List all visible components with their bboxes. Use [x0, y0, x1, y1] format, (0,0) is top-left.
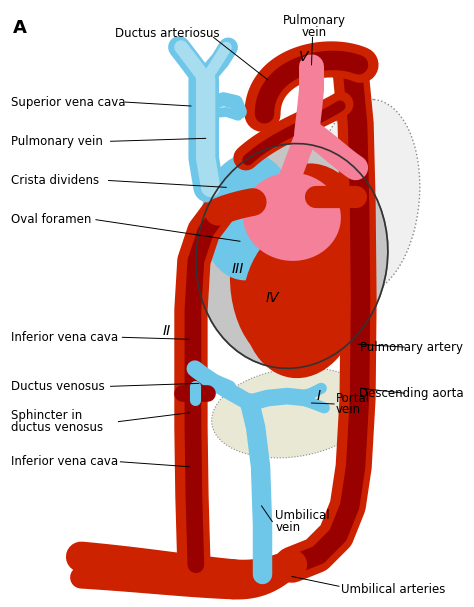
Ellipse shape [311, 100, 420, 295]
Ellipse shape [230, 163, 374, 368]
Ellipse shape [211, 368, 372, 458]
Text: Pulmonary: Pulmonary [283, 14, 346, 27]
Text: Sphincter in: Sphincter in [10, 409, 82, 422]
Text: Descending aorta: Descending aorta [359, 387, 464, 399]
Text: Ductus arteriosus: Ductus arteriosus [115, 27, 220, 40]
Text: Umbilical: Umbilical [275, 509, 330, 522]
Ellipse shape [243, 172, 341, 261]
Text: Pulmonary vein: Pulmonary vein [10, 135, 102, 148]
Ellipse shape [243, 222, 361, 378]
Text: ductus venosus: ductus venosus [10, 421, 103, 434]
Text: Pulmonary artery: Pulmonary artery [360, 341, 464, 354]
Text: IV: IV [265, 291, 279, 305]
Text: Crista dividens: Crista dividens [10, 174, 99, 187]
Text: vein: vein [336, 403, 361, 416]
Text: Oval foramen: Oval foramen [10, 213, 91, 226]
Text: vein: vein [275, 521, 301, 534]
Text: Inferior vena cava: Inferior vena cava [10, 455, 118, 468]
Text: Ductus venosus: Ductus venosus [10, 380, 104, 393]
Text: Portal: Portal [336, 392, 370, 405]
Text: A: A [13, 19, 27, 36]
Text: vein: vein [302, 26, 327, 39]
Text: II: II [163, 324, 171, 339]
Ellipse shape [201, 153, 294, 280]
Ellipse shape [196, 143, 388, 368]
Text: Umbilical arteries: Umbilical arteries [341, 583, 445, 595]
Text: Inferior vena cava: Inferior vena cava [10, 331, 118, 344]
Text: Superior vena cava: Superior vena cava [10, 95, 125, 109]
Text: I: I [317, 389, 320, 403]
Text: V: V [299, 50, 308, 64]
Text: III: III [231, 262, 244, 276]
